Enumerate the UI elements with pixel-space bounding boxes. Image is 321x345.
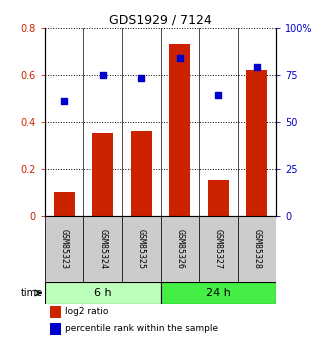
Point — [177, 55, 182, 60]
Bar — [160, 282, 276, 304]
Bar — [208, 180, 229, 216]
Bar — [160, 216, 199, 282]
Bar — [169, 44, 190, 216]
Point — [139, 76, 144, 81]
Point — [254, 65, 259, 70]
Text: GSM85326: GSM85326 — [175, 229, 184, 269]
Bar — [49, 306, 61, 318]
Text: GSM85323: GSM85323 — [60, 229, 69, 269]
Bar — [83, 216, 122, 282]
Text: 6 h: 6 h — [94, 288, 111, 298]
Bar — [238, 216, 276, 282]
Point — [216, 92, 221, 98]
Bar — [45, 282, 160, 304]
Bar — [49, 323, 61, 335]
Bar — [199, 216, 238, 282]
Bar — [45, 216, 83, 282]
Bar — [246, 70, 267, 216]
Text: GSM85328: GSM85328 — [252, 229, 261, 269]
Bar — [92, 134, 113, 216]
Point — [62, 98, 67, 104]
Text: GSM85325: GSM85325 — [137, 229, 146, 269]
Text: 24 h: 24 h — [206, 288, 231, 298]
Text: time: time — [21, 288, 43, 298]
Text: GSM85324: GSM85324 — [98, 229, 107, 269]
Text: log2 ratio: log2 ratio — [65, 307, 108, 316]
Title: GDS1929 / 7124: GDS1929 / 7124 — [109, 13, 212, 27]
Text: percentile rank within the sample: percentile rank within the sample — [65, 324, 218, 333]
Bar — [54, 192, 75, 216]
Bar — [131, 131, 152, 216]
Point — [100, 72, 105, 77]
Bar — [122, 216, 160, 282]
Text: GSM85327: GSM85327 — [214, 229, 223, 269]
